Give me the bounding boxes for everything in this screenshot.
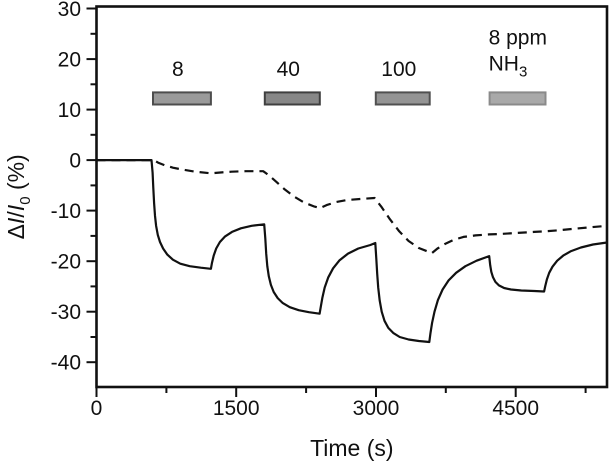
- y-axis-tick-label: -10: [51, 200, 81, 223]
- y-axis-tick-label: -20: [51, 251, 81, 274]
- x-axis-tick-label: 3000: [353, 397, 400, 420]
- x-axis-tick-label: 4500: [492, 397, 539, 420]
- y-axis-tick-label: 0: [69, 150, 81, 173]
- exposure-bar-4: [488, 91, 547, 106]
- response-curve-solid: [96, 159, 608, 344]
- exposure-bar-label-1-line1: 8: [172, 58, 184, 81]
- exposure-bar-1: [152, 91, 212, 106]
- exposure-bar-label-3-line1: 100: [381, 58, 416, 81]
- exposure-bar-label-2-line1: 40: [277, 58, 300, 81]
- y-axis-tick-label: 20: [58, 49, 81, 72]
- y-axis-tick-label: 30: [58, 0, 81, 21]
- response-curve-dashed: [96, 159, 608, 255]
- exposure-bar-3: [374, 91, 431, 106]
- exposure-bar-2: [263, 91, 321, 106]
- x-axis-title: Time (s): [310, 435, 393, 461]
- plot-frame: [95, 5, 609, 389]
- x-axis-tick-label: 1500: [213, 397, 260, 420]
- y-axis-tick-label: -30: [51, 301, 81, 324]
- y-axis-tick-label: -40: [51, 352, 81, 375]
- exposure-bar-label-4-line2: NH3: [489, 52, 528, 80]
- y-axis-tick-label: 10: [58, 99, 81, 122]
- exposure-bar-label-4-line1: 8 ppm: [489, 26, 547, 49]
- x-axis-tick-label: 0: [91, 397, 103, 420]
- y-axis-title: ΔI/I0 (%): [3, 154, 34, 239]
